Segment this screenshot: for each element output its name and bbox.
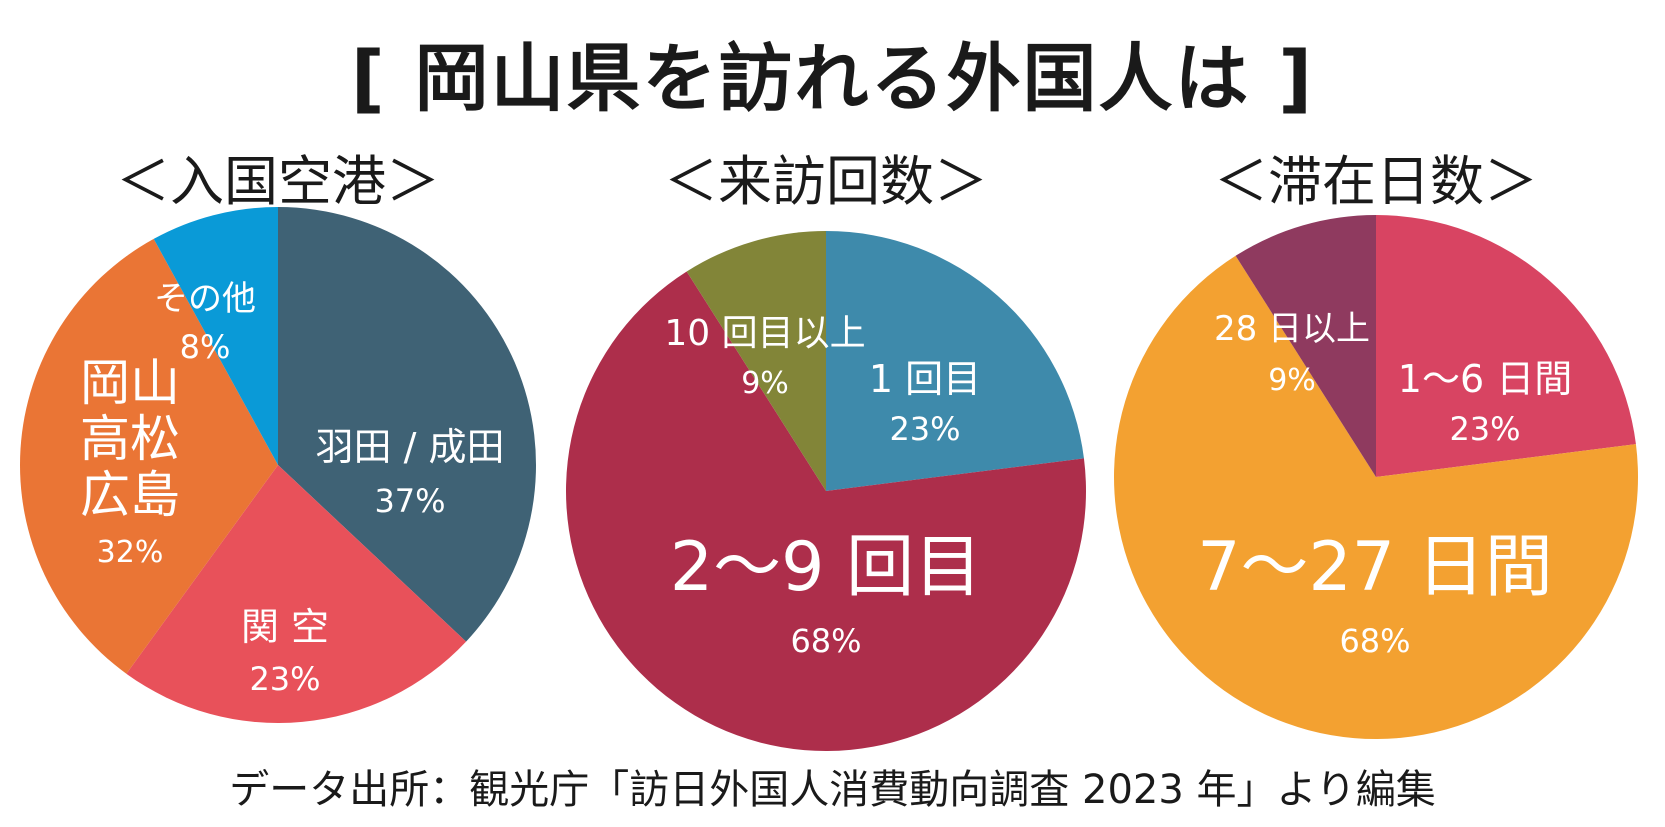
slice-label: 1 回目 (869, 357, 981, 401)
pie-slice (20, 238, 278, 674)
slice-label: 広島 (80, 466, 180, 524)
chart-heading: ＜入国空港＞ (116, 150, 440, 213)
pie-slice (153, 207, 278, 465)
chart-visit-count: ＜来訪回数＞ 1 回目 23% 2～9 回目 68% 10 回目以上 9% (566, 150, 1086, 751)
slice-percent-label: 37% (374, 482, 445, 520)
pie-slice (686, 231, 826, 491)
slice-label: 7～27 日間 (1197, 528, 1552, 607)
slice-label: その他 (154, 279, 256, 319)
pie-slice (126, 465, 467, 723)
slice-percent-label: 8% (180, 328, 231, 366)
slice-label: 高松 (80, 410, 180, 468)
slice-percent-label: 9% (741, 366, 789, 401)
page-title: [ 岡山県を訪れる外国人は ] (350, 36, 1315, 122)
pie-slice (278, 207, 536, 642)
slice-percent-label: 68% (1339, 622, 1410, 660)
slice-label: 1～6 日間 (1398, 357, 1572, 401)
pie-slice (1376, 215, 1636, 477)
chart-heading: ＜滞在日数＞ (1214, 150, 1538, 213)
slice-label: 岡山 (80, 354, 180, 412)
pie-slice (1235, 215, 1376, 477)
slice-label: 28 日以上 (1214, 309, 1370, 349)
pie-slice (566, 271, 1086, 751)
slice-percent-label: 23% (249, 660, 320, 698)
slice-percent-label: 32% (97, 535, 164, 570)
slice-label: 羽田 / 成田 (316, 425, 505, 469)
source-note: データ出所：観光庁「訪日外国人消費動向調査 2023 年」より編集 (229, 767, 1436, 813)
pie-slice (1114, 255, 1638, 740)
chart-stay-days: ＜滞在日数＞ 1～6 日間 23% 7～27 日間 68% 28 日以上 9% (1114, 150, 1638, 740)
slice-label: 10 回目以上 (664, 313, 865, 354)
pie-slice (826, 231, 1084, 491)
chart-heading: ＜来訪回数＞ (664, 150, 988, 213)
slice-percent-label: 23% (1449, 410, 1520, 448)
slice-percent-label: 23% (889, 410, 960, 448)
slice-percent-label: 68% (790, 622, 861, 660)
slice-percent-label: 9% (1268, 363, 1316, 398)
slice-label: 2～9 回目 (670, 528, 982, 607)
slice-label: 関 空 (241, 605, 329, 649)
